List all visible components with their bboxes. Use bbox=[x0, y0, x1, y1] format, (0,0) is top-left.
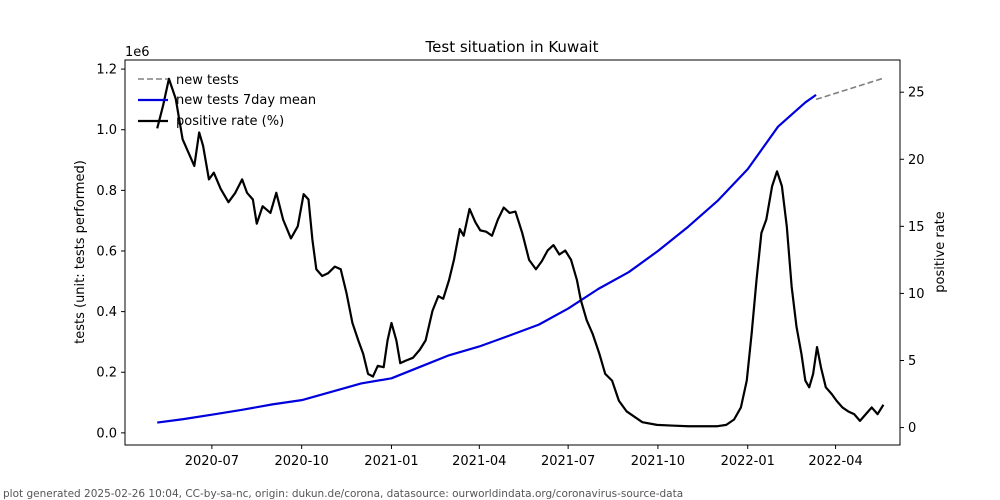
x-tick-label-2020-10: 2020-10 bbox=[275, 454, 329, 469]
y2-tick-label-0: 0 bbox=[908, 421, 916, 436]
x-tick-label-2021-01: 2021-01 bbox=[364, 454, 418, 469]
chart-title: Test situation in Kuwait bbox=[425, 38, 599, 56]
x-tick-label-2020-07: 2020-07 bbox=[185, 454, 239, 469]
footer-text: plot generated 2025-02-26 10:04, CC-by-s… bbox=[3, 488, 683, 500]
y-tick-label-1-2: 1.2 bbox=[96, 63, 117, 78]
y-axis-ticks: 0.0 0.2 0.4 0.6 0.8 1.0 1.2 bbox=[96, 63, 125, 441]
plot-area bbox=[124, 59, 901, 446]
series-new-tests bbox=[815, 77, 884, 101]
y2-tick-label-20: 20 bbox=[908, 153, 925, 168]
y-tick-label-1-0: 1.0 bbox=[96, 123, 117, 138]
series-positive-rate bbox=[156, 77, 885, 428]
y2-tick-label-15: 15 bbox=[908, 220, 925, 235]
legend-label-positive-rate: positive rate (%) bbox=[176, 114, 284, 129]
x-tick-label-2021-04: 2021-04 bbox=[452, 454, 506, 469]
y2-axis-label: positive rate bbox=[933, 211, 948, 293]
series-new-tests-7day-mean bbox=[157, 93, 817, 424]
y-tick-label-0-0: 0.0 bbox=[96, 426, 117, 441]
x-axis-ticks: 2020-07 2020-10 2021-01 2021-04 2021-07 2021-… bbox=[185, 445, 863, 469]
y2-axis-ticks: 0 5 10 15 20 25 bbox=[900, 86, 925, 436]
y-tick-label-0-2: 0.2 bbox=[96, 366, 117, 381]
y-axis-label: tests (unit: tests performed) bbox=[73, 160, 88, 344]
y-tick-label-0-8: 0.8 bbox=[96, 184, 117, 199]
x-tick-label-2021-10: 2021-10 bbox=[631, 454, 685, 469]
y-tick-label-0-4: 0.4 bbox=[96, 305, 117, 320]
y2-tick-label-10: 10 bbox=[908, 287, 925, 302]
x-tick-label-2022-04: 2022-04 bbox=[808, 454, 862, 469]
x-tick-label-2021-07: 2021-07 bbox=[541, 454, 595, 469]
legend: new tests new tests 7day mean positive r… bbox=[138, 73, 316, 129]
y-axis-offset-label: 1e6 bbox=[125, 45, 150, 60]
legend-label-new-tests-7day-mean: new tests 7day mean bbox=[176, 93, 316, 108]
legend-label-new-tests: new tests bbox=[176, 73, 239, 88]
y2-tick-label-25: 25 bbox=[908, 86, 925, 101]
y2-tick-label-5: 5 bbox=[908, 354, 916, 369]
series-layer bbox=[156, 77, 885, 428]
y-tick-label-0-6: 0.6 bbox=[96, 244, 117, 259]
x-tick-label-2022-01: 2022-01 bbox=[721, 454, 775, 469]
